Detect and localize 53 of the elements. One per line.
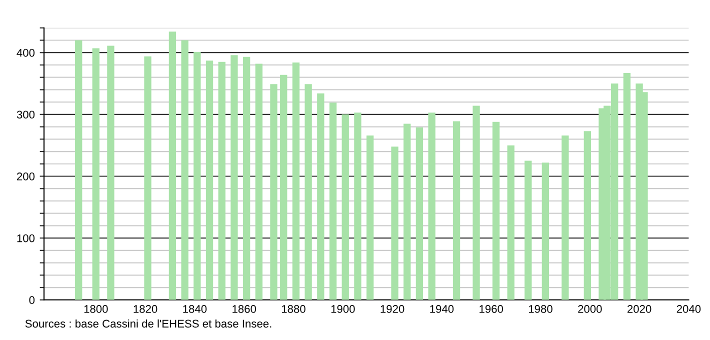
x-tick-label: 1940 xyxy=(430,305,454,313)
x-tick-label: 1880 xyxy=(282,305,306,313)
bar xyxy=(181,40,188,300)
x-tick-label: 1800 xyxy=(84,305,108,313)
x-tick-label: 2000 xyxy=(578,305,602,313)
y-tick-label: 400 xyxy=(16,48,35,57)
bar xyxy=(472,106,480,300)
bar xyxy=(144,56,152,300)
x-tick-label: 1920 xyxy=(380,305,404,313)
x-tick-label: 2020 xyxy=(628,305,652,313)
bar xyxy=(218,62,226,300)
bar xyxy=(416,127,424,300)
x-tick-label: 1860 xyxy=(232,305,256,313)
bar xyxy=(242,56,250,300)
bar xyxy=(255,64,262,300)
y-tick-label: 0 xyxy=(29,296,35,304)
x-tick-label: 2040 xyxy=(676,305,701,313)
bar xyxy=(270,84,278,300)
bar xyxy=(507,145,514,300)
x-tick-label: 1820 xyxy=(134,305,158,313)
bar xyxy=(366,135,374,300)
bar xyxy=(304,84,312,300)
bar xyxy=(354,112,362,300)
bar xyxy=(584,131,592,300)
x-tick-label: 1840 xyxy=(183,305,207,313)
bar xyxy=(542,162,550,300)
x-tick-label: 1980 xyxy=(528,305,552,313)
bar xyxy=(623,73,631,300)
bar xyxy=(329,102,337,300)
bar xyxy=(404,124,411,300)
bar xyxy=(292,62,300,300)
source-note: Sources : base Cassini de l'EHESS et base Insee. xyxy=(25,319,272,328)
bar xyxy=(317,93,324,300)
bar xyxy=(391,146,398,300)
y-tick-label: 300 xyxy=(16,110,35,119)
bar xyxy=(92,48,100,300)
bar xyxy=(194,52,201,300)
bar xyxy=(428,112,436,300)
y-tick-label: 200 xyxy=(17,172,35,180)
bar xyxy=(75,40,82,300)
x-tick-label: 1960 xyxy=(480,305,504,313)
bar xyxy=(168,32,176,300)
bar xyxy=(492,122,500,300)
bar xyxy=(562,135,569,300)
bar xyxy=(452,121,460,300)
bar xyxy=(280,74,288,300)
bar xyxy=(524,160,532,300)
x-tick-label: 1900 xyxy=(331,305,355,313)
bar xyxy=(230,55,238,300)
bar xyxy=(206,60,214,300)
y-tick-label: 100 xyxy=(17,234,35,242)
bar xyxy=(342,114,349,300)
bar xyxy=(107,46,114,300)
